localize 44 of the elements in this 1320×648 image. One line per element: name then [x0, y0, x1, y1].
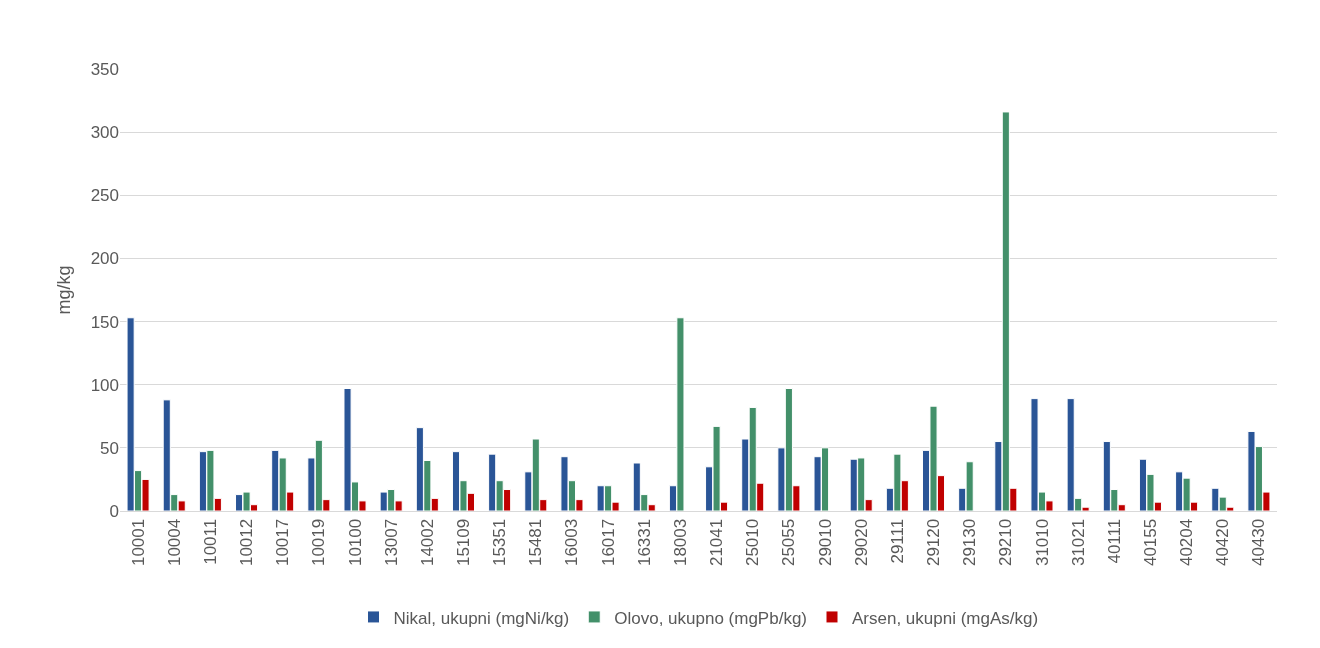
y-tick-label: 300	[90, 123, 119, 143]
x-tick-label: 31010	[1032, 518, 1052, 567]
x-tick-label: 40111	[1104, 518, 1124, 564]
y-tick-label: 50	[100, 438, 119, 458]
legend-label: Olovo, ukupno (mgPb/kg)	[614, 608, 807, 628]
x-tick-label: 16003	[562, 518, 582, 567]
x-tick-label: 15109	[454, 518, 474, 567]
legend-label: Arsen, ukupni (mgAs/kg)	[852, 608, 1039, 628]
x-tick-label: 15481	[526, 518, 546, 567]
x-tick-label: 29020	[851, 518, 871, 567]
x-tick-label: 21041	[707, 518, 727, 567]
x-tick-label: 16331	[634, 518, 654, 567]
x-tick-label: 10100	[345, 518, 365, 567]
x-tick-label: 16017	[598, 518, 618, 567]
x-tick-label: 40155	[1140, 518, 1160, 567]
x-tick-label: 29210	[996, 518, 1016, 567]
x-tick-label: 29130	[960, 518, 980, 567]
x-tick-label: 10004	[164, 518, 184, 567]
y-tick-label: 200	[90, 249, 119, 269]
y-tick-label: 150	[90, 312, 119, 332]
x-tick-label: 15351	[490, 518, 510, 567]
x-tick-label: 10012	[237, 518, 257, 567]
legend-label: Nikal, ukupni (mgNi/kg)	[393, 608, 570, 628]
x-tick-label: 14002	[417, 518, 437, 567]
x-tick-label: 10001	[128, 518, 148, 567]
x-tick-label: 25010	[743, 518, 763, 567]
x-tick-label: 31021	[1068, 518, 1088, 567]
x-tick-label: 29010	[815, 518, 835, 567]
y-axis-title: mg/kg	[53, 265, 74, 315]
x-tick-label: 40430	[1249, 518, 1269, 567]
y-tick-label: 0	[109, 501, 119, 521]
x-tick-label: 40420	[1213, 518, 1233, 567]
x-tick-label: 10019	[309, 518, 329, 567]
y-tick-label: 250	[90, 186, 119, 206]
x-tick-label: 40204	[1177, 518, 1197, 567]
x-tick-label: 29111	[887, 518, 907, 564]
x-tick-label: 10017	[273, 518, 293, 567]
y-tick-label: 350	[90, 59, 119, 79]
x-tick-label: 25055	[779, 518, 799, 567]
x-tick-label: 10011	[200, 518, 220, 565]
x-tick-label: 18003	[670, 518, 690, 567]
x-tick-label: 29120	[924, 518, 944, 567]
x-tick-label: 13007	[381, 518, 401, 567]
y-tick-label: 100	[90, 375, 119, 395]
